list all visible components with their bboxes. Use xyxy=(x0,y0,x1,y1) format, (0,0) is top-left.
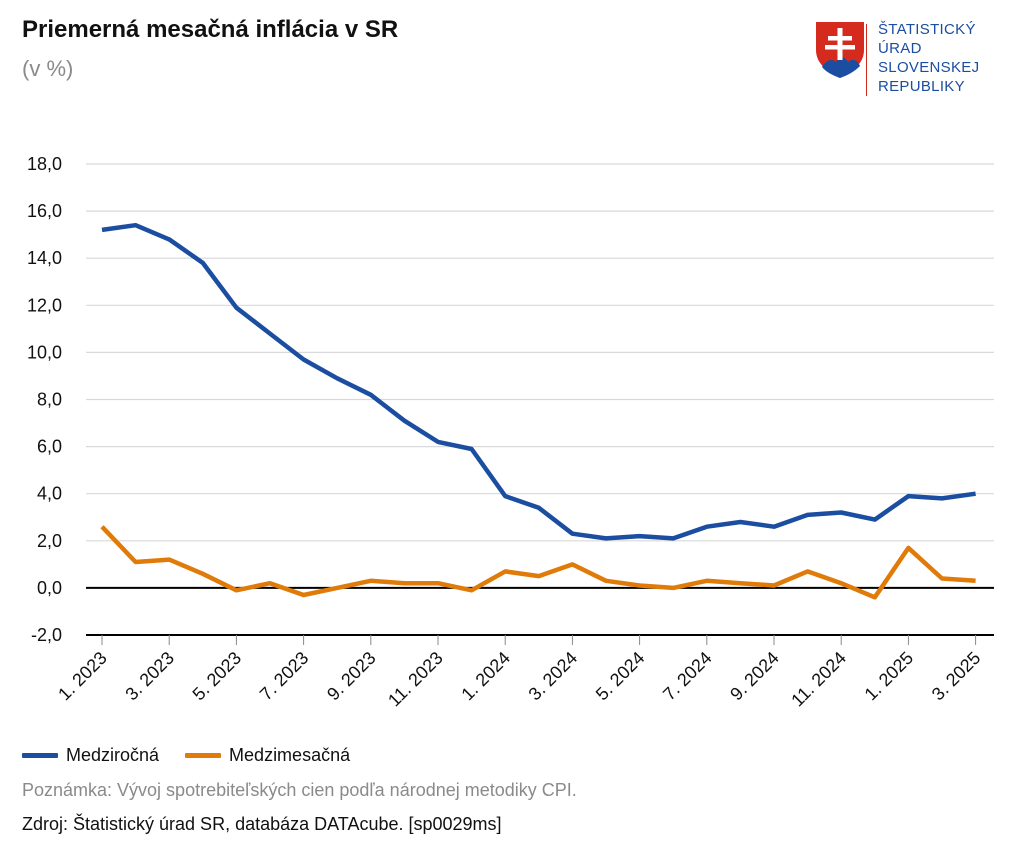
logo-text: ŠTATISTICKÝ ÚRAD SLOVENSKEJ REPUBLIKY xyxy=(878,20,979,96)
x-tick-label: 5. 2024 xyxy=(592,648,649,705)
y-tick-label: 0,0 xyxy=(37,578,62,598)
y-tick-label: 8,0 xyxy=(37,390,62,410)
x-tick-label: 1. 2023 xyxy=(54,648,111,705)
legend-swatch-medzimesacna xyxy=(185,753,222,758)
legend-label-medzirocna: Medziročná xyxy=(66,745,160,765)
x-tick-label: 7. 2023 xyxy=(256,648,313,705)
chart-source: Zdroj: Štatistický úrad SR, databáza DAT… xyxy=(22,814,502,834)
x-tick-label: 11. 2024 xyxy=(787,648,850,711)
x-axis: 1. 2023 3. 2023 5. 2023 7. 2023 9. 2023 11. 2… xyxy=(54,635,984,710)
series-line-medzimesacna[interactable] xyxy=(100,525,976,600)
y-tick-label: 18,0 xyxy=(27,154,62,174)
logo-line: ÚRAD xyxy=(878,40,922,57)
x-tick-label: 1. 2025 xyxy=(861,648,918,705)
legend-label-medzimesacna: Medzimesačná xyxy=(229,745,351,765)
y-axis: -2,0 0,0 2,0 4,0 6,0 8,0 10,0 12,0 14,0 16,0 18,0 xyxy=(27,154,62,645)
y-tick-label: 6,0 xyxy=(37,437,62,457)
series-line-medzirocna[interactable] xyxy=(101,222,976,541)
legend-item-medzirocna[interactable]: Medziročná xyxy=(22,745,159,766)
y-tick-label: 14,0 xyxy=(27,248,62,268)
y-tick-label: 10,0 xyxy=(27,342,62,362)
x-tick-label: 1. 2024 xyxy=(457,648,514,705)
x-tick-label: 3. 2023 xyxy=(121,648,178,705)
susr-logo[interactable]: ŠTATISTICKÝ ÚRAD SLOVENSKEJ REPUBLIKY xyxy=(812,20,1002,100)
x-tick-label: 9. 2023 xyxy=(323,648,380,705)
logo-line: ŠTATISTICKÝ xyxy=(878,21,976,38)
legend-item-medzimesacna[interactable]: Medzimesačná xyxy=(185,745,350,766)
logo-line: SLOVENSKEJ xyxy=(878,59,980,76)
x-tick-label: 7. 2024 xyxy=(659,648,716,705)
x-tick-label: 9. 2024 xyxy=(726,648,783,705)
y-tick-label: 4,0 xyxy=(37,484,62,504)
grid-lines xyxy=(86,163,994,636)
y-tick-label: 12,0 xyxy=(27,295,62,315)
x-tick-label: 11. 2023 xyxy=(384,648,447,711)
x-tick-label: 5. 2023 xyxy=(189,648,246,705)
y-tick-label: -2,0 xyxy=(31,625,62,645)
chart-title: Priemerná mesačná inflácia v SR xyxy=(22,16,399,43)
chart-note: Poznámka: Vývoj spotrebiteľských cien po… xyxy=(22,780,577,800)
line-chart: -2,00,02,04,06,08,010,012,014,016,018,0 … xyxy=(27,154,994,710)
logo-divider xyxy=(866,24,867,96)
y-tick-label: 2,0 xyxy=(37,531,62,551)
coat-of-arms-icon xyxy=(816,22,864,78)
series-lines xyxy=(100,222,976,600)
chart-legend: Medziročná Medzimesačná xyxy=(22,745,376,766)
logo-line: REPUBLIKY xyxy=(878,78,965,95)
y-tick-label: 16,0 xyxy=(27,201,62,221)
x-tick-label: 3. 2025 xyxy=(928,648,985,705)
chart-subtitle: (v %) xyxy=(22,56,74,81)
x-tick-label: 3. 2024 xyxy=(525,648,582,705)
legend-swatch-medzirocna xyxy=(22,753,58,758)
